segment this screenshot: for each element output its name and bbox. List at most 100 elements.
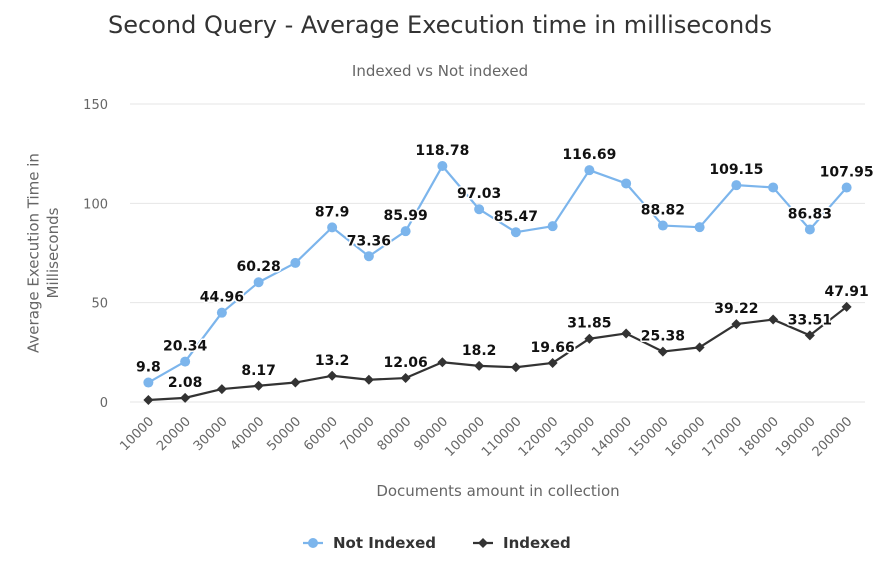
data-label-not-indexed: 107.95 xyxy=(820,165,874,181)
data-point-not-indexed[interactable] xyxy=(547,221,558,232)
data-point-not-indexed[interactable] xyxy=(841,182,852,193)
data-point-indexed[interactable] xyxy=(768,314,779,325)
data-label-not-indexed: 60.28 xyxy=(236,259,280,275)
data-point-indexed[interactable] xyxy=(731,319,742,330)
data-label-not-indexed: 97.03 xyxy=(457,186,501,202)
data-point-indexed[interactable] xyxy=(474,360,485,371)
data-label-not-indexed: 109.15 xyxy=(709,162,763,178)
data-label-not-indexed: 20.34 xyxy=(163,339,208,355)
data-point-indexed[interactable] xyxy=(143,395,154,406)
data-point-not-indexed[interactable] xyxy=(180,356,191,367)
chart-subtitle: Indexed vs Not indexed xyxy=(352,62,528,80)
data-point-indexed[interactable] xyxy=(510,362,521,373)
y-tick-label: 150 xyxy=(83,98,108,113)
data-point-not-indexed[interactable] xyxy=(363,251,374,262)
x-tick-label: 170000 xyxy=(699,414,745,460)
data-label-not-indexed: 88.82 xyxy=(641,203,685,219)
data-point-indexed[interactable] xyxy=(657,346,668,357)
y-axis-ticks: 0 50 100 150 xyxy=(83,98,108,411)
x-axis-title: Documents amount in collection xyxy=(376,482,619,500)
legend-item-indexed[interactable]: Indexed xyxy=(473,534,571,552)
series-line-not-indexed xyxy=(147,164,848,384)
data-point-not-indexed[interactable] xyxy=(253,277,264,288)
data-label-indexed: 13.2 xyxy=(315,353,350,369)
data-label-not-indexed: 86.83 xyxy=(788,206,832,222)
data-point-indexed[interactable] xyxy=(804,330,815,341)
x-tick-label: 200000 xyxy=(810,414,856,460)
data-point-indexed[interactable] xyxy=(363,374,374,385)
data-point-not-indexed[interactable] xyxy=(621,178,632,189)
x-tick-label: 30000 xyxy=(191,414,231,454)
data-point-not-indexed[interactable] xyxy=(327,222,338,233)
data-label-not-indexed: 9.8 xyxy=(136,360,161,376)
x-tick-label: 160000 xyxy=(663,414,709,460)
series xyxy=(143,161,852,406)
data-point-indexed[interactable] xyxy=(841,301,852,312)
data-label-indexed: 47.91 xyxy=(824,284,868,300)
legend[interactable]: Not Indexed Indexed xyxy=(303,534,571,552)
x-tick-label: 100000 xyxy=(442,414,488,460)
x-tick-label: 190000 xyxy=(773,414,819,460)
data-label-indexed: 2.08 xyxy=(168,375,203,391)
x-tick-label: 70000 xyxy=(338,414,378,454)
legend-label: Not Indexed xyxy=(333,534,436,552)
data-label-not-indexed: 118.78 xyxy=(415,143,469,159)
x-tick-label: 130000 xyxy=(552,414,598,460)
data-point-indexed[interactable] xyxy=(253,380,264,391)
x-tick-label: 140000 xyxy=(589,414,635,460)
data-point-not-indexed[interactable] xyxy=(804,224,815,235)
data-point-not-indexed[interactable] xyxy=(437,161,448,172)
legend-item-not-indexed[interactable]: Not Indexed xyxy=(303,534,436,552)
x-tick-label: 50000 xyxy=(264,414,304,454)
legend-marker-indexed[interactable] xyxy=(478,538,488,548)
data-point-not-indexed[interactable] xyxy=(510,227,521,238)
data-point-indexed[interactable] xyxy=(547,357,558,368)
data-point-indexed[interactable] xyxy=(180,392,191,403)
data-label-indexed: 39.22 xyxy=(714,301,758,317)
data-point-indexed[interactable] xyxy=(694,342,705,353)
chart-title: Second Query - Average Execution time in… xyxy=(108,11,772,39)
x-tick-label: 80000 xyxy=(375,414,415,454)
data-point-indexed[interactable] xyxy=(216,384,227,395)
data-label-not-indexed: 87.9 xyxy=(315,204,350,220)
legend-marker-not-indexed[interactable] xyxy=(308,538,318,548)
data-labels: 9.820.34 44.96 60.28 87.9 73.36 85.99 118.78 97… xyxy=(134,142,875,393)
data-point-indexed[interactable] xyxy=(290,377,301,388)
x-axis-ticks: 1000020000300004000050000600007000080000… xyxy=(117,414,855,460)
data-label-indexed: 25.38 xyxy=(641,329,685,345)
data-point-indexed[interactable] xyxy=(621,328,632,339)
y-tick-label: 50 xyxy=(91,297,108,312)
y-tick-label: 100 xyxy=(83,197,108,212)
x-tick-label: 10000 xyxy=(117,414,157,454)
data-point-indexed[interactable] xyxy=(584,333,595,344)
data-point-indexed[interactable] xyxy=(400,373,411,384)
data-point-not-indexed[interactable] xyxy=(474,204,485,215)
data-point-not-indexed[interactable] xyxy=(584,165,595,176)
data-point-not-indexed[interactable] xyxy=(731,180,742,191)
data-label-not-indexed: 85.99 xyxy=(383,208,427,224)
data-label-indexed: 8.17 xyxy=(241,363,276,379)
data-label-indexed: 31.85 xyxy=(567,316,611,332)
x-tick-label: 40000 xyxy=(228,414,268,454)
data-point-not-indexed[interactable] xyxy=(290,257,301,268)
data-label-not-indexed: 116.69 xyxy=(562,147,616,163)
gridlines xyxy=(130,103,865,403)
data-point-not-indexed[interactable] xyxy=(657,220,668,231)
data-label-not-indexed: 44.96 xyxy=(200,290,244,306)
x-tick-label: 150000 xyxy=(626,414,672,460)
data-point-not-indexed[interactable] xyxy=(768,182,779,193)
x-tick-label: 110000 xyxy=(479,414,525,460)
data-point-not-indexed[interactable] xyxy=(400,226,411,237)
data-point-indexed[interactable] xyxy=(327,370,338,381)
data-label-indexed: 18.2 xyxy=(462,343,497,359)
legend-label: Indexed xyxy=(503,534,571,552)
x-tick-label: 180000 xyxy=(736,414,782,460)
y-axis-title: Average Execution Time in Milliseconds xyxy=(25,153,63,353)
data-point-not-indexed[interactable] xyxy=(216,307,227,318)
data-point-not-indexed[interactable] xyxy=(143,377,154,388)
series-line-indexed xyxy=(148,305,848,402)
data-point-not-indexed[interactable] xyxy=(694,222,705,233)
data-label-not-indexed: 85.47 xyxy=(494,209,538,225)
data-point-indexed[interactable] xyxy=(437,357,448,368)
